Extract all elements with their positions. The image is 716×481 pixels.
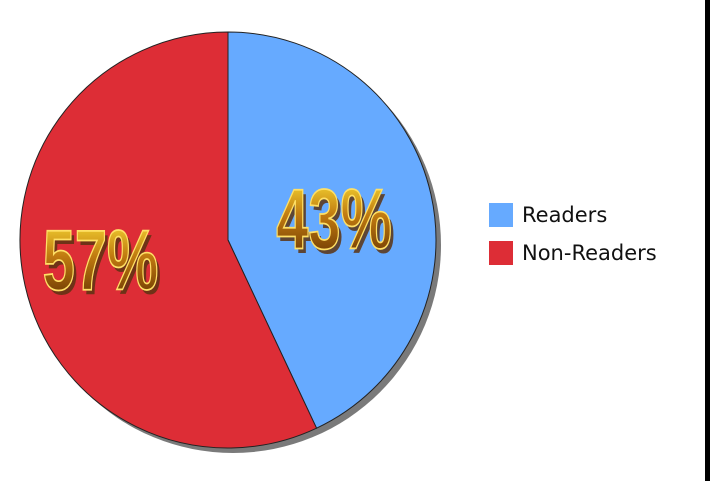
slices-layer — [19, 31, 441, 453]
pie-slice-non-readers — [19, 31, 318, 449]
legend-item-non-readers: Non-Readers — [489, 238, 701, 267]
legend-label-non-readers: Non-Readers — [522, 240, 657, 265]
legend: Readers Non-Readers — [489, 200, 701, 276]
right-border-line — [705, 0, 710, 481]
pie-label-non-readers: 57% — [43, 213, 159, 308]
pie-slice-readers — [227, 31, 437, 429]
pie-label-readers: 43% — [276, 173, 392, 268]
legend-item-readers: Readers — [489, 200, 701, 229]
legend-swatch-non-readers — [489, 240, 513, 265]
pie-label-group-non-readers: 57%57% — [42, 213, 162, 313]
pie-label-shadow-non-readers: 57% — [46, 218, 162, 313]
pie-label-group-readers: 43%43% — [276, 172, 395, 272]
pie-label-shadow-readers: 43% — [279, 177, 395, 272]
labels-layer: 43%43% 57%57% — [42, 172, 395, 313]
legend-swatch-readers — [489, 202, 513, 227]
legend-label-readers: Readers — [522, 202, 608, 227]
